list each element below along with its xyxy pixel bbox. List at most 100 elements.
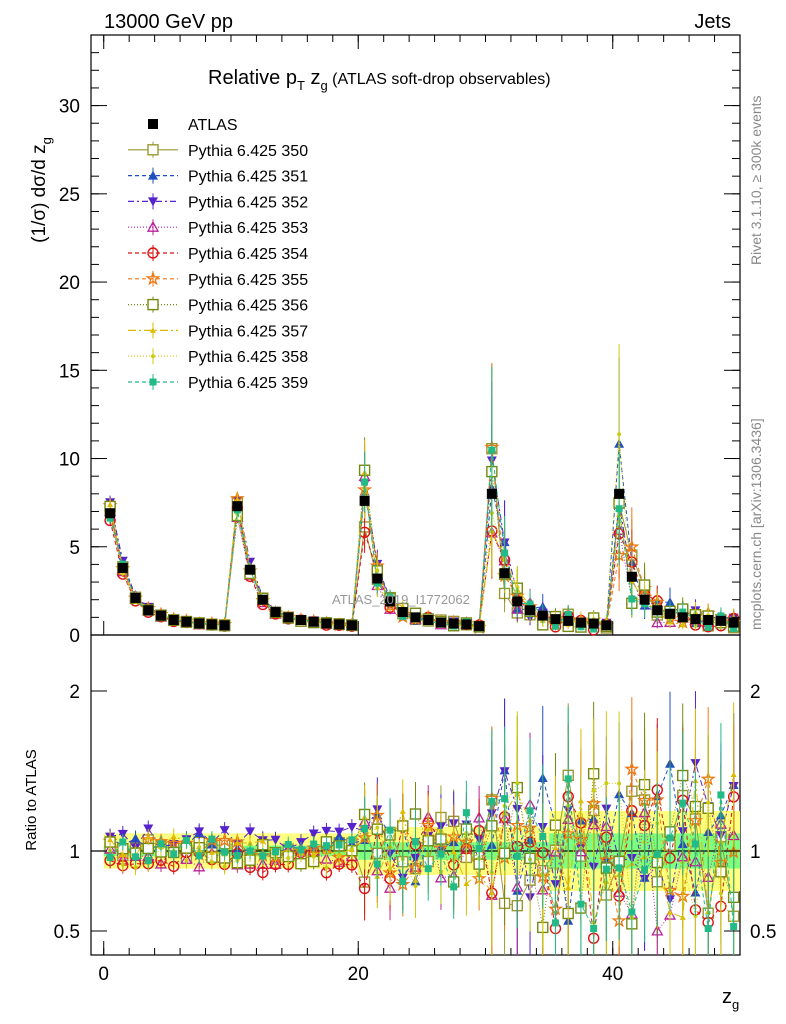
ratio-point — [334, 827, 345, 837]
atlas-data-point — [652, 605, 663, 616]
atlas-data-point — [194, 618, 205, 629]
ratio-point — [119, 851, 126, 858]
ratio-point — [577, 900, 585, 908]
ratio-point — [591, 788, 596, 793]
ratio-point — [221, 848, 229, 856]
ratio-point — [551, 919, 559, 927]
ratio-point — [308, 829, 319, 839]
atlas-data-point — [257, 594, 268, 605]
legend-label: Pythia 6.425 359 — [188, 375, 308, 392]
ratio-point — [604, 781, 609, 786]
atlas-data-point — [206, 619, 217, 630]
ratio-point — [145, 833, 152, 840]
ratio-point — [388, 866, 393, 871]
ratio-point — [257, 866, 269, 879]
ratio-point — [144, 856, 152, 864]
series-point — [515, 585, 520, 590]
y-tick-label: 20 — [59, 273, 80, 294]
series-point — [651, 616, 664, 628]
series-point — [679, 608, 687, 616]
ratio-point — [209, 859, 214, 864]
legend-label: Pythia 6.425 355 — [188, 272, 308, 289]
ratio-point — [437, 850, 445, 858]
y-tick-label: 10 — [59, 450, 80, 471]
atlas-data-point — [283, 612, 294, 623]
ratio-point — [222, 864, 227, 869]
series-point — [551, 622, 559, 630]
ratio-point — [245, 827, 256, 837]
axis-ticks: 0 20 40 0 5 10 15 20 25 30 0.5 0.5 1 1 2 2 — [54, 35, 776, 985]
legend-marker — [150, 327, 156, 333]
ratio-point — [208, 835, 216, 843]
series-point — [628, 595, 636, 603]
legend-marker — [151, 354, 155, 359]
atlas-data-point — [575, 617, 586, 628]
series-point — [590, 625, 598, 633]
atlas-data-point — [677, 612, 688, 623]
ratio-point — [133, 865, 138, 870]
ratio-point — [513, 852, 521, 860]
legend-label: Pythia 6.425 356 — [188, 298, 308, 315]
ratio-point — [641, 866, 649, 874]
series-point — [564, 611, 572, 619]
ratio-point — [361, 824, 369, 832]
ratio-tick-label: 1 — [69, 842, 80, 863]
ratio-line-5 — [109, 769, 734, 921]
ratio-point — [617, 781, 622, 786]
atlas-data-point — [715, 615, 726, 626]
ratio-point — [717, 791, 725, 799]
series-point — [245, 557, 256, 567]
y-axis-label-main: (1/σ) dσ/d zg — [29, 137, 54, 243]
atlas-data-point — [410, 612, 421, 623]
atlas-data-point — [626, 571, 637, 582]
atlas-data-point — [295, 615, 306, 625]
atlas-data-point — [512, 596, 523, 607]
ratio-point — [194, 827, 205, 837]
atlas-data-point — [105, 508, 116, 519]
ratio-point — [234, 839, 241, 846]
ratio-point — [132, 853, 140, 861]
series-point — [730, 624, 738, 632]
ratio-point — [346, 859, 358, 871]
atlas-data-point — [474, 621, 485, 632]
process-label: Jets — [694, 11, 731, 33]
legend-marker — [147, 144, 159, 156]
y-tick-label: 0 — [69, 626, 80, 647]
legend-label: Pythia 6.425 354 — [188, 246, 308, 263]
ratio-point — [590, 924, 598, 932]
legend-label: Pythia 6.425 350 — [188, 143, 308, 160]
ratio-point — [615, 864, 623, 872]
rivet-version-label: Rivet 3.1.10, ≥ 300k events — [748, 95, 764, 265]
ratio-point — [170, 850, 178, 858]
ratio-point — [348, 836, 356, 844]
ratio-point — [564, 775, 572, 783]
ratio-point — [691, 840, 699, 848]
analysis-watermark: ATLAS_2019_I1772062 — [332, 592, 470, 607]
atlas-data-point — [181, 616, 192, 627]
ratio-point — [286, 855, 291, 860]
atlas-data-point — [130, 592, 141, 603]
y-tick-label: 25 — [59, 185, 80, 206]
ratio-point — [311, 854, 316, 859]
legend-marker — [148, 170, 158, 180]
ratio-point — [193, 860, 206, 872]
ratio-point — [450, 883, 458, 891]
atlas-data-point — [155, 610, 166, 621]
ratio-point — [628, 908, 636, 916]
atlas-data-point — [563, 615, 574, 626]
ratio-point — [310, 840, 318, 848]
mcplots-reference-label: mcplots.cern.ch [arXiv:1306.3436] — [748, 418, 764, 630]
x-tick-label: 40 — [602, 964, 623, 985]
series-point — [526, 600, 534, 608]
atlas-data-point — [423, 615, 434, 625]
atlas-data-point — [703, 615, 714, 625]
ratio-point — [246, 847, 254, 855]
atlas-data-point — [728, 617, 739, 628]
ratio-point — [386, 826, 394, 834]
ratio-point — [602, 865, 610, 873]
legend-marker — [149, 378, 157, 386]
ratio-tick-label-right: 2 — [750, 682, 761, 703]
series-line-4 — [109, 508, 734, 631]
ratio-point — [182, 836, 190, 844]
x-axis-label: zg — [722, 986, 739, 1012]
